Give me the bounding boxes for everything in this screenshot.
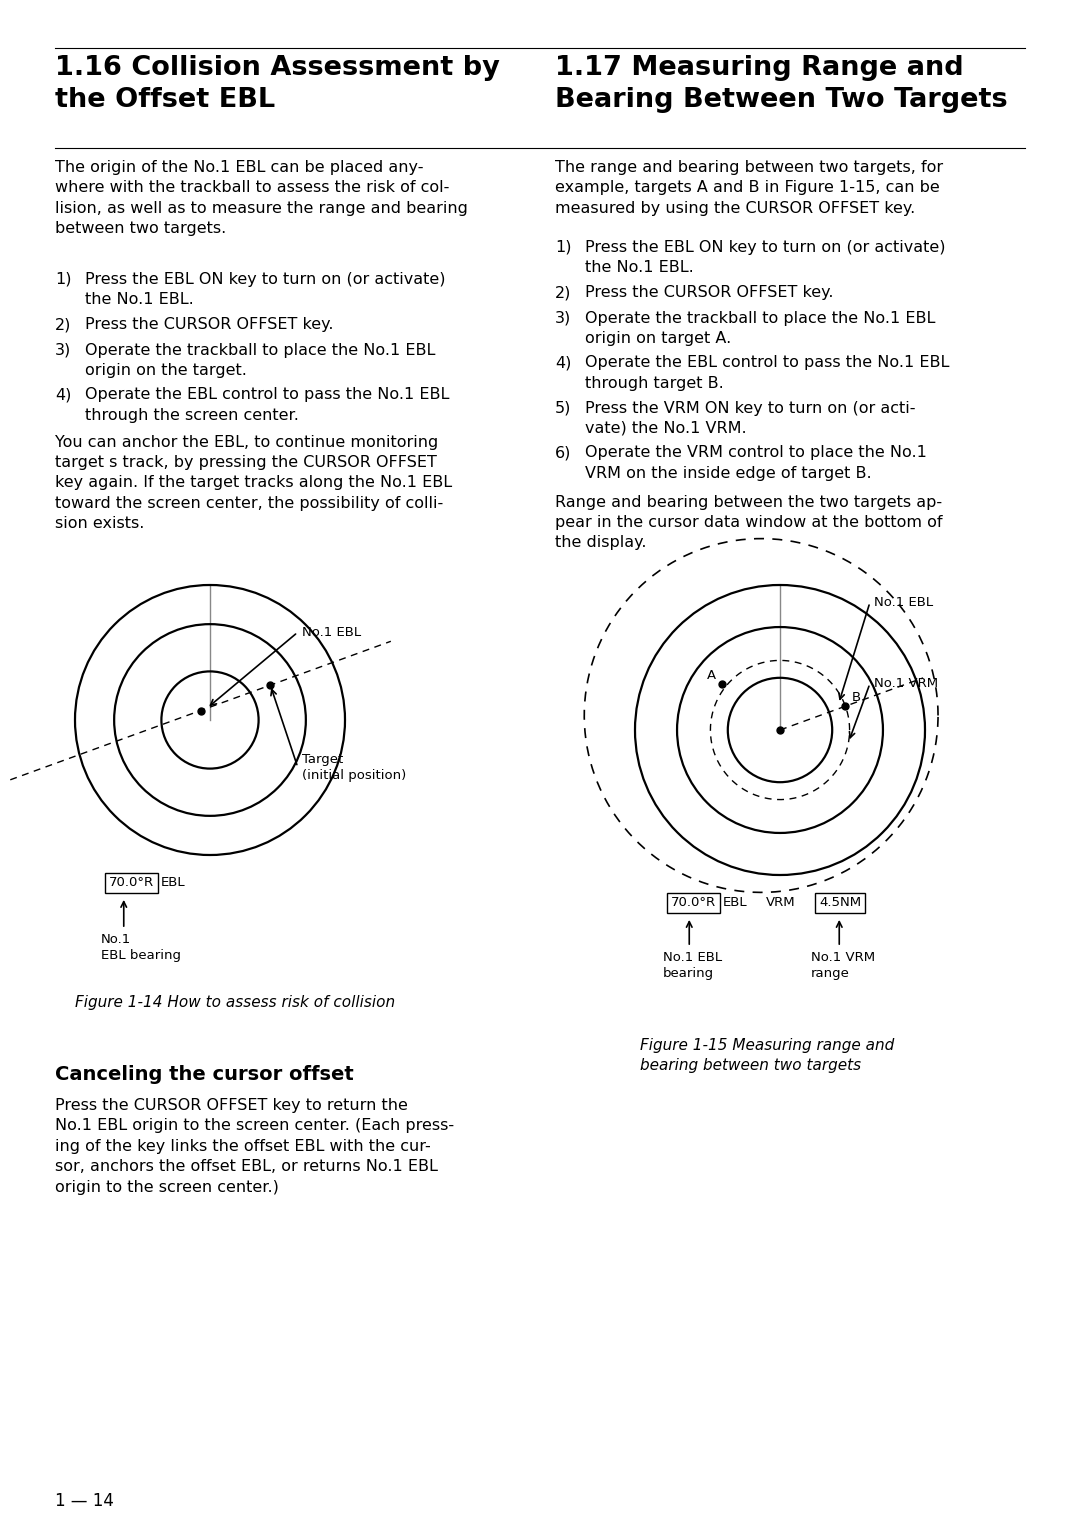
Text: No.1 EBL: No.1 EBL bbox=[301, 626, 361, 639]
Text: You can anchor the EBL, to continue monitoring
target s track, by pressing the C: You can anchor the EBL, to continue moni… bbox=[55, 434, 453, 532]
Text: No.1 VRM
range: No.1 VRM range bbox=[811, 950, 876, 979]
Text: 1): 1) bbox=[55, 272, 71, 287]
Text: 70.0°R: 70.0°R bbox=[109, 877, 153, 889]
Text: 4): 4) bbox=[55, 388, 71, 402]
Text: No.1
EBL bearing: No.1 EBL bearing bbox=[100, 934, 180, 963]
Text: EBL: EBL bbox=[724, 897, 747, 909]
Text: Canceling the cursor offset: Canceling the cursor offset bbox=[55, 1065, 354, 1083]
Text: Operate the VRM control to place the No.1
VRM on the inside edge of target B.: Operate the VRM control to place the No.… bbox=[585, 446, 927, 481]
Text: No.1 EBL
bearing: No.1 EBL bearing bbox=[663, 950, 723, 979]
Text: Figure 1-14 How to assess risk of collision: Figure 1-14 How to assess risk of collis… bbox=[75, 995, 395, 1010]
Text: Operate the EBL control to pass the No.1 EBL
through the screen center.: Operate the EBL control to pass the No.1… bbox=[85, 388, 449, 423]
Text: A: A bbox=[707, 669, 716, 681]
Text: No.1 EBL: No.1 EBL bbox=[874, 596, 933, 608]
Text: 2): 2) bbox=[55, 316, 71, 332]
Text: Figure 1-15 Measuring range and
bearing between two targets: Figure 1-15 Measuring range and bearing … bbox=[640, 1038, 894, 1073]
Text: VRM: VRM bbox=[766, 897, 796, 909]
Text: The origin of the No.1 EBL can be placed any-
where with the trackball to assess: The origin of the No.1 EBL can be placed… bbox=[55, 160, 468, 237]
Text: Press the EBL ON key to turn on (or activate)
the No.1 EBL.: Press the EBL ON key to turn on (or acti… bbox=[85, 272, 446, 307]
Text: 3): 3) bbox=[55, 342, 71, 358]
Text: EBL: EBL bbox=[161, 877, 186, 889]
Text: Press the EBL ON key to turn on (or activate)
the No.1 EBL.: Press the EBL ON key to turn on (or acti… bbox=[585, 240, 945, 275]
Text: 5): 5) bbox=[555, 400, 571, 416]
Text: 3): 3) bbox=[555, 310, 571, 325]
Text: 1 — 14: 1 — 14 bbox=[55, 1491, 113, 1510]
Text: 2): 2) bbox=[555, 286, 571, 299]
Text: 4.5NM: 4.5NM bbox=[820, 897, 862, 909]
Text: B: B bbox=[851, 691, 861, 704]
Text: 1.16 Collision Assessment by
the Offset EBL: 1.16 Collision Assessment by the Offset … bbox=[55, 55, 500, 113]
Text: Operate the trackball to place the No.1 EBL
origin on the target.: Operate the trackball to place the No.1 … bbox=[85, 342, 435, 377]
Text: No.1 VRM: No.1 VRM bbox=[874, 677, 939, 691]
Text: Operate the EBL control to pass the No.1 EBL
through target B.: Operate the EBL control to pass the No.1… bbox=[585, 356, 949, 391]
Text: Range and bearing between the two targets ap-
pear in the cursor data window at : Range and bearing between the two target… bbox=[555, 495, 943, 550]
Text: 1): 1) bbox=[555, 240, 571, 255]
Text: Press the CURSOR OFFSET key.: Press the CURSOR OFFSET key. bbox=[85, 316, 334, 332]
Text: Press the CURSOR OFFSET key to return the
No.1 EBL origin to the screen center. : Press the CURSOR OFFSET key to return th… bbox=[55, 1099, 454, 1195]
Text: 4): 4) bbox=[555, 356, 571, 370]
Text: Press the VRM ON key to turn on (or acti-
vate) the No.1 VRM.: Press the VRM ON key to turn on (or acti… bbox=[585, 400, 916, 435]
Text: 1.17 Measuring Range and
Bearing Between Two Targets: 1.17 Measuring Range and Bearing Between… bbox=[555, 55, 1008, 113]
Text: Target
(initial position): Target (initial position) bbox=[301, 753, 406, 782]
Text: 70.0°R: 70.0°R bbox=[672, 897, 716, 909]
Text: The range and bearing between two targets, for
example, targets A and B in Figur: The range and bearing between two target… bbox=[555, 160, 943, 215]
Text: Operate the trackball to place the No.1 EBL
origin on target A.: Operate the trackball to place the No.1 … bbox=[585, 310, 935, 345]
Text: Press the CURSOR OFFSET key.: Press the CURSOR OFFSET key. bbox=[585, 286, 834, 299]
Text: 6): 6) bbox=[555, 446, 571, 460]
